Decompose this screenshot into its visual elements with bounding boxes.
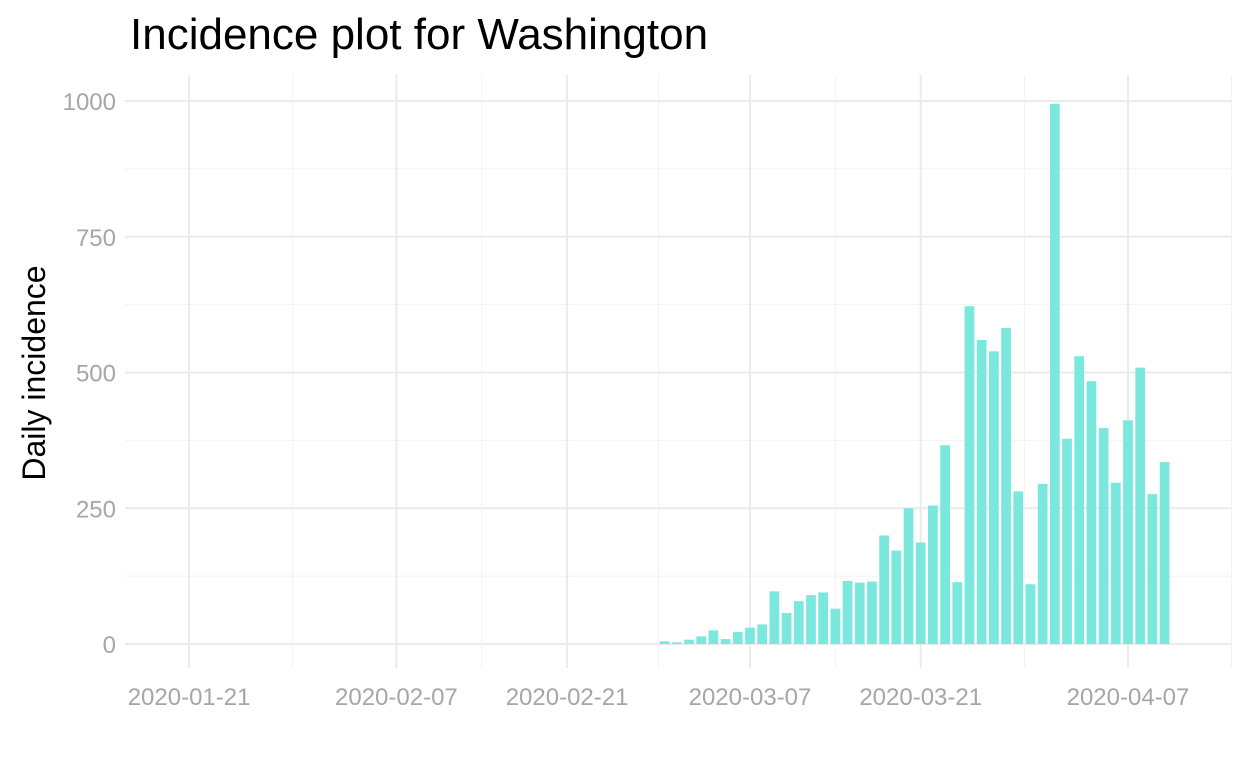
bar bbox=[684, 639, 694, 644]
y-tick-label: 1000 bbox=[63, 89, 116, 116]
bar bbox=[867, 581, 877, 644]
bar bbox=[842, 581, 853, 644]
y-tick-label: 0 bbox=[103, 632, 116, 659]
bar bbox=[708, 630, 719, 644]
y-tick-label: 500 bbox=[76, 361, 116, 388]
x-tick-label: 2020-01-21 bbox=[128, 684, 251, 711]
bar bbox=[1110, 482, 1121, 644]
bar bbox=[1001, 327, 1011, 644]
grid-lines bbox=[125, 75, 1233, 668]
bar bbox=[1049, 103, 1060, 645]
bar bbox=[1147, 494, 1158, 644]
bar bbox=[1037, 483, 1048, 644]
bar bbox=[781, 613, 792, 644]
bar bbox=[928, 505, 938, 644]
bar bbox=[1086, 381, 1097, 644]
bar bbox=[1013, 491, 1024, 644]
bar bbox=[696, 636, 707, 644]
bar bbox=[745, 627, 755, 644]
x-tick-label: 2020-02-07 bbox=[335, 684, 458, 711]
x-tick-label: 2020-04-07 bbox=[1067, 684, 1190, 711]
bar bbox=[806, 595, 816, 644]
bar bbox=[757, 624, 768, 644]
bar bbox=[976, 339, 987, 644]
y-tick-label: 750 bbox=[76, 225, 116, 252]
bar bbox=[1159, 462, 1170, 644]
bar bbox=[988, 351, 999, 644]
bar bbox=[915, 542, 926, 644]
y-tick-label: 250 bbox=[76, 496, 116, 523]
bar bbox=[793, 601, 804, 644]
bar bbox=[1098, 427, 1109, 644]
y-axis-label: Daily incidence bbox=[16, 265, 52, 480]
bar bbox=[1025, 584, 1036, 644]
chart-title: Incidence plot for Washington bbox=[130, 10, 709, 59]
bar bbox=[940, 445, 950, 644]
bar bbox=[1135, 367, 1146, 644]
bar bbox=[1074, 356, 1085, 644]
bar bbox=[891, 550, 902, 644]
bar bbox=[818, 592, 829, 644]
bar bbox=[903, 508, 914, 644]
bar bbox=[659, 641, 670, 644]
x-tick-label: 2020-03-21 bbox=[859, 684, 982, 711]
bar bbox=[964, 306, 975, 644]
bar bbox=[671, 642, 682, 644]
x-tick-label: 2020-03-07 bbox=[689, 684, 812, 711]
bar bbox=[720, 639, 731, 644]
bar bbox=[769, 591, 780, 644]
bar bbox=[952, 582, 963, 644]
bar bbox=[879, 535, 890, 644]
bar bbox=[854, 582, 865, 644]
bar bbox=[732, 632, 743, 644]
y-axis-ticks: 0 250 500 750 1000 bbox=[63, 89, 116, 659]
bar bbox=[1062, 438, 1072, 644]
bars bbox=[659, 103, 1170, 645]
bar bbox=[1123, 420, 1133, 644]
x-axis-ticks: 2020-01-21 2020-02-07 2020-02-21 2020-03-07… bbox=[128, 684, 1190, 711]
x-tick-label: 2020-02-21 bbox=[506, 684, 629, 711]
bar bbox=[830, 608, 841, 644]
